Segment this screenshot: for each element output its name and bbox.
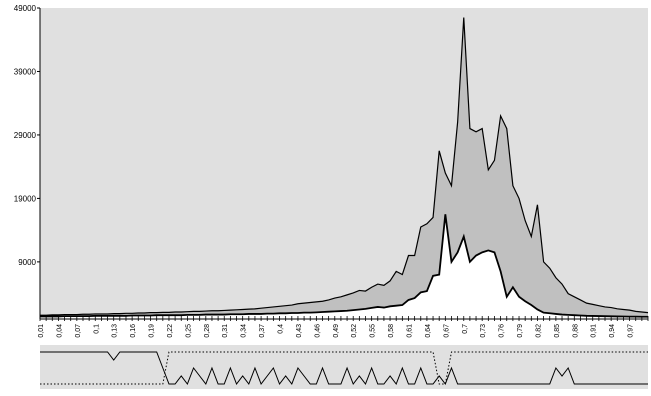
x-tick-label: 0,25 xyxy=(185,324,192,338)
x-tick-label: 0,55 xyxy=(370,324,377,338)
x-tick-label: 0,1 xyxy=(93,324,100,334)
x-tick-label: 0,7 xyxy=(462,324,469,334)
x-tick-label: 0,88 xyxy=(572,324,579,338)
x-tick-label: 0,37 xyxy=(259,324,266,338)
x-tick-label: 0,61 xyxy=(406,324,413,338)
lower-area xyxy=(40,214,648,319)
plot-area xyxy=(40,8,648,319)
x-tick-label: 0,19 xyxy=(149,324,156,338)
x-tick-label: 0,46 xyxy=(314,324,321,338)
x-tick-label: 0,67 xyxy=(443,324,450,338)
y-tick-label: 49000 xyxy=(14,4,37,13)
x-tick-label: 0,16 xyxy=(130,324,137,338)
series-line-1 xyxy=(40,17,649,316)
x-tick-label: 0,43 xyxy=(296,324,303,338)
x-tick-label: 0,79 xyxy=(517,324,524,338)
x-tick-label: 0,97 xyxy=(628,324,635,338)
x-tick-label: 0,01 xyxy=(38,324,45,338)
band-area xyxy=(40,17,648,317)
x-tick-label: 0,28 xyxy=(204,324,211,338)
x-tick-label: 0,91 xyxy=(591,324,598,338)
x-tick-label: 0,13 xyxy=(112,324,119,338)
series-line-2 xyxy=(40,214,649,318)
x-tick-label: 0,34 xyxy=(241,324,248,338)
x-tick-label: 0,04 xyxy=(56,324,63,338)
x-tick-label: 0,76 xyxy=(499,324,506,338)
x-tick-label: 0,49 xyxy=(333,324,340,338)
y-tick-label: 39000 xyxy=(14,67,37,76)
y-tick-label: 9000 xyxy=(18,258,36,267)
y-tick-label: 29000 xyxy=(14,131,37,140)
x-tick-label: 0,52 xyxy=(351,324,358,338)
y-tick-label: 19000 xyxy=(14,194,37,203)
x-tick-label: 0,64 xyxy=(425,324,432,338)
x-tick-label: 0,58 xyxy=(388,324,395,338)
indicator-line-dotted xyxy=(40,351,648,385)
x-tick-label: 0,94 xyxy=(609,324,616,338)
x-tick-label: 0,4 xyxy=(278,324,285,334)
x-tick-label: 0,07 xyxy=(75,324,82,338)
x-tick-label: 0,22 xyxy=(167,324,174,338)
x-tick-label: 0,82 xyxy=(535,324,542,338)
x-tick-label: 0,85 xyxy=(554,324,561,338)
x-tick-label: 0,31 xyxy=(222,324,229,338)
indicator-line-solid xyxy=(40,351,648,386)
x-tick-label: 0,73 xyxy=(480,324,487,338)
